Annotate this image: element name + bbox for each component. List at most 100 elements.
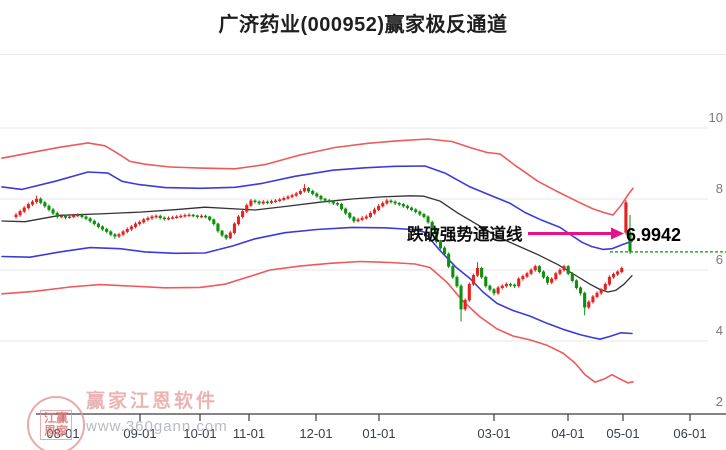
candle-body: [43, 202, 47, 207]
candle-body: [550, 278, 554, 283]
candle-body: [18, 211, 22, 216]
candle-body: [508, 283, 513, 286]
candle-body: [521, 276, 525, 280]
candle-body: [96, 223, 100, 227]
candle-body: [372, 209, 377, 214]
candle-body: [397, 203, 401, 205]
candle-body: [533, 266, 537, 271]
candle-body: [620, 267, 624, 273]
candle-body: [72, 215, 76, 218]
candle-body: [195, 215, 199, 218]
annotation: 跌破强势通道线 6.9942: [407, 224, 681, 245]
channel-lines: [1, 138, 634, 384]
y-axis-label: 10: [709, 110, 723, 125]
candle-body: [311, 190, 315, 194]
candle-body: [611, 274, 616, 278]
x-axis-label: 12-01: [299, 426, 332, 441]
candle-body: [162, 217, 166, 220]
candlesticks: [14, 184, 632, 322]
candle-body: [517, 278, 521, 287]
candle-body: [591, 296, 595, 303]
gridlines: [0, 127, 708, 342]
candle-body: [224, 234, 228, 239]
candle-body: [100, 226, 105, 230]
candle-body: [335, 203, 339, 205]
candle-body: [467, 283, 471, 301]
y-axis-labels: 10 8 6 4 2: [709, 110, 723, 409]
candle-body: [80, 214, 84, 218]
candle-body: [500, 285, 504, 289]
candle-body: [282, 198, 286, 200]
outer-upper-channel-line: [1, 138, 634, 216]
candle-body: [179, 215, 183, 218]
candle-body: [381, 203, 385, 207]
candle-body: [566, 266, 570, 274]
candle-body: [232, 223, 236, 233]
y-axis-label: 6: [716, 252, 723, 267]
candle-body: [554, 273, 558, 280]
y-axis-label: 8: [716, 181, 723, 196]
candle-body: [558, 269, 562, 274]
inner-upper-channel-line: [1, 165, 633, 251]
candle-body: [55, 212, 59, 217]
candle-body: [228, 232, 232, 239]
candle-body: [63, 215, 68, 218]
candle-body: [624, 202, 628, 233]
candle-body: [607, 276, 611, 285]
y-axis-label: 4: [716, 323, 723, 338]
candle-body: [315, 193, 319, 197]
candle-body: [298, 190, 302, 194]
title-divider: [0, 54, 726, 55]
candle-body: [401, 204, 405, 207]
candle-body: [22, 207, 26, 212]
candle-body: [171, 217, 175, 219]
x-axis-label: 11-01: [233, 426, 265, 441]
outer-lower-channel-line: [1, 260, 634, 384]
candle-body: [389, 200, 393, 203]
candle-body: [368, 212, 372, 217]
candle-body: [414, 209, 418, 213]
candle-body: [14, 214, 18, 218]
candle-body: [480, 267, 484, 278]
y-axis-label: 2: [716, 394, 723, 409]
candle-body: [208, 216, 212, 220]
candle-body: [261, 201, 265, 204]
candle-body: [125, 228, 129, 232]
candle-body: [443, 247, 447, 255]
candle-body: [39, 198, 43, 203]
candle-body: [47, 205, 51, 210]
candle-body: [364, 216, 368, 219]
x-axis-label: 08-01: [46, 426, 79, 441]
candle-body: [504, 283, 508, 287]
candle-body: [587, 301, 591, 308]
candle-body: [175, 216, 179, 218]
candle-body: [265, 201, 269, 204]
candle-body: [410, 207, 414, 210]
candle-body: [257, 201, 261, 204]
candle-body: [352, 217, 356, 222]
candle-body: [451, 266, 455, 278]
candle-body: [30, 201, 35, 205]
middle-channel-line: [1, 195, 633, 293]
candle-body: [269, 201, 274, 203]
candle-body: [274, 200, 278, 203]
candle-body: [344, 208, 348, 214]
candle-body: [492, 289, 496, 294]
chart-title: 广济药业(000952)赢家极反通道: [218, 14, 508, 36]
candle-body: [385, 200, 389, 204]
candle-body: [356, 219, 360, 222]
candle-body: [405, 205, 410, 209]
annotation-value: 6.9942: [626, 225, 681, 245]
candle-body: [360, 217, 364, 220]
candle-body: [331, 201, 335, 204]
candle-body: [488, 285, 492, 290]
candle-body: [377, 205, 381, 210]
candle-body: [84, 216, 88, 219]
candle-body: [142, 219, 146, 223]
candle-body: [484, 276, 488, 287]
candle-body: [562, 266, 566, 271]
candle-body: [595, 292, 599, 297]
candle-body: [319, 195, 323, 200]
candle-body: [599, 289, 603, 294]
